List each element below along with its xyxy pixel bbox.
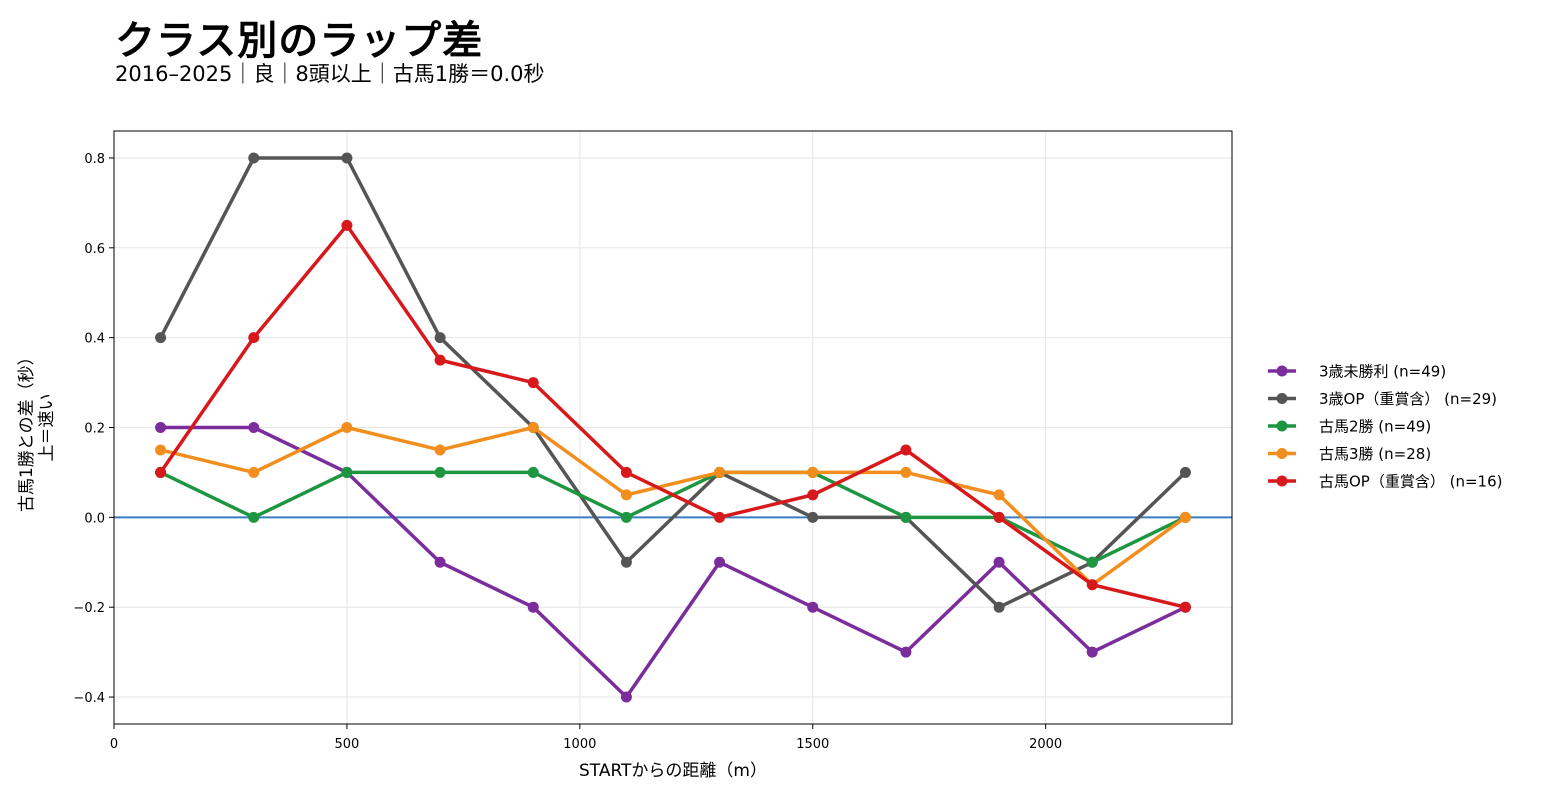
data-point [248, 466, 260, 478]
data-point [527, 601, 539, 613]
x-tick-label: 1000 [563, 737, 596, 752]
legend-swatch-marker [1276, 475, 1288, 487]
legend-label: 3歳OP（重賞含） (n=29) [1319, 390, 1497, 408]
series-group [155, 152, 1191, 703]
series-4 [155, 422, 1191, 591]
grid [113, 131, 1232, 724]
y-tick-label: −0.2 [73, 601, 105, 616]
data-point [807, 466, 819, 478]
data-point [807, 489, 819, 501]
series-line [158, 425, 1188, 699]
legend-item: 古馬2勝 (n=49) [1268, 418, 1431, 436]
data-point [341, 466, 353, 478]
data-point [993, 489, 1005, 501]
x-tick-label: 1500 [796, 737, 829, 752]
legend-swatch-marker [1276, 393, 1288, 404]
data-point [248, 332, 260, 344]
data-point [620, 511, 632, 523]
data-point [993, 601, 1005, 613]
series-2 [155, 152, 1191, 613]
data-point [341, 152, 353, 164]
legend-label: 古馬2勝 (n=49) [1319, 418, 1431, 436]
data-point [900, 511, 912, 523]
data-point [1179, 511, 1191, 523]
legend-label: 古馬3勝 (n=28) [1319, 445, 1431, 463]
y-tick-label: 0.2 [84, 422, 105, 437]
data-point [248, 152, 260, 164]
series-line [158, 156, 1188, 609]
axis-ticks: 0 500 1000 1500 2000 −0.4 −0.2 0.0 0.2 0.4 0.6 0.8 [73, 152, 1062, 752]
data-point [1179, 466, 1191, 478]
series-line [158, 425, 1188, 587]
y-axis-label-line-2: 上＝速い [37, 394, 57, 462]
data-point [620, 556, 632, 568]
data-point [714, 466, 726, 478]
data-point [620, 691, 632, 703]
data-point [1179, 601, 1191, 613]
data-point [620, 489, 632, 501]
x-axis-label: STARTからの距離（m） [579, 761, 767, 781]
data-point [620, 466, 632, 478]
y-axis-label: 古馬1勝との差（秒） 上＝速い [17, 343, 57, 512]
legend-label: 古馬OP（重賞含） (n=16) [1319, 473, 1503, 491]
series-5 [155, 219, 1191, 613]
chart-title: クラス別のラップ差 [115, 18, 484, 64]
y-tick-label: 0.6 [84, 242, 105, 257]
series-1 [155, 422, 1191, 703]
data-point [993, 511, 1005, 523]
data-point [900, 444, 912, 456]
y-tick-label: 0.4 [84, 332, 105, 347]
data-point [993, 556, 1005, 568]
legend-item: 3歳OP（重賞含） (n=29) [1268, 390, 1497, 408]
data-point [155, 444, 167, 456]
data-point [155, 422, 167, 433]
x-tick-label: 500 [335, 737, 360, 752]
y-tick-label: 0.8 [84, 152, 105, 167]
data-point [527, 422, 539, 433]
y-tick-label: −0.4 [73, 691, 105, 706]
y-axis-label-line-1: 古馬1勝との差（秒） [17, 348, 37, 512]
series-line [158, 223, 1188, 609]
legend-item: 3歳未勝利 (n=49) [1268, 363, 1446, 381]
legend-label: 3歳未勝利 (n=49) [1319, 363, 1446, 381]
data-point [807, 511, 819, 523]
legend-swatch-marker [1276, 365, 1288, 377]
data-point [248, 422, 260, 433]
y-tick-label: 0.0 [84, 511, 105, 526]
data-point [341, 219, 353, 231]
data-point [900, 466, 912, 478]
data-point [155, 332, 167, 344]
data-point [248, 511, 260, 523]
data-point [341, 422, 353, 433]
legend-swatch-marker [1276, 420, 1288, 432]
data-point [527, 377, 539, 389]
legend: 3歳未勝利 (n=49) 3歳OP（重賞含） (n=29) 古馬2勝 (n=49) 古… [1268, 363, 1503, 491]
data-point [1086, 579, 1098, 591]
x-tick-label: 2000 [1029, 737, 1062, 752]
data-point [1086, 556, 1098, 568]
data-point [714, 511, 726, 523]
data-point [527, 466, 539, 478]
data-point [434, 354, 446, 366]
legend-item: 古馬3勝 (n=28) [1268, 445, 1431, 463]
data-point [807, 601, 819, 613]
data-point [434, 466, 446, 478]
data-point [434, 444, 446, 456]
data-point [1086, 646, 1098, 658]
data-point [155, 466, 167, 478]
x-tick-label: 0 [110, 737, 118, 752]
data-point [714, 556, 726, 568]
legend-swatch-marker [1276, 448, 1288, 459]
data-point [434, 332, 446, 344]
data-point [900, 646, 912, 658]
data-point [434, 556, 446, 568]
chart-subtitle: 2016–2025｜良｜8頭以上｜古馬1勝＝0.0秒 [115, 62, 545, 86]
legend-item: 古馬OP（重賞含） (n=16) [1268, 473, 1503, 491]
